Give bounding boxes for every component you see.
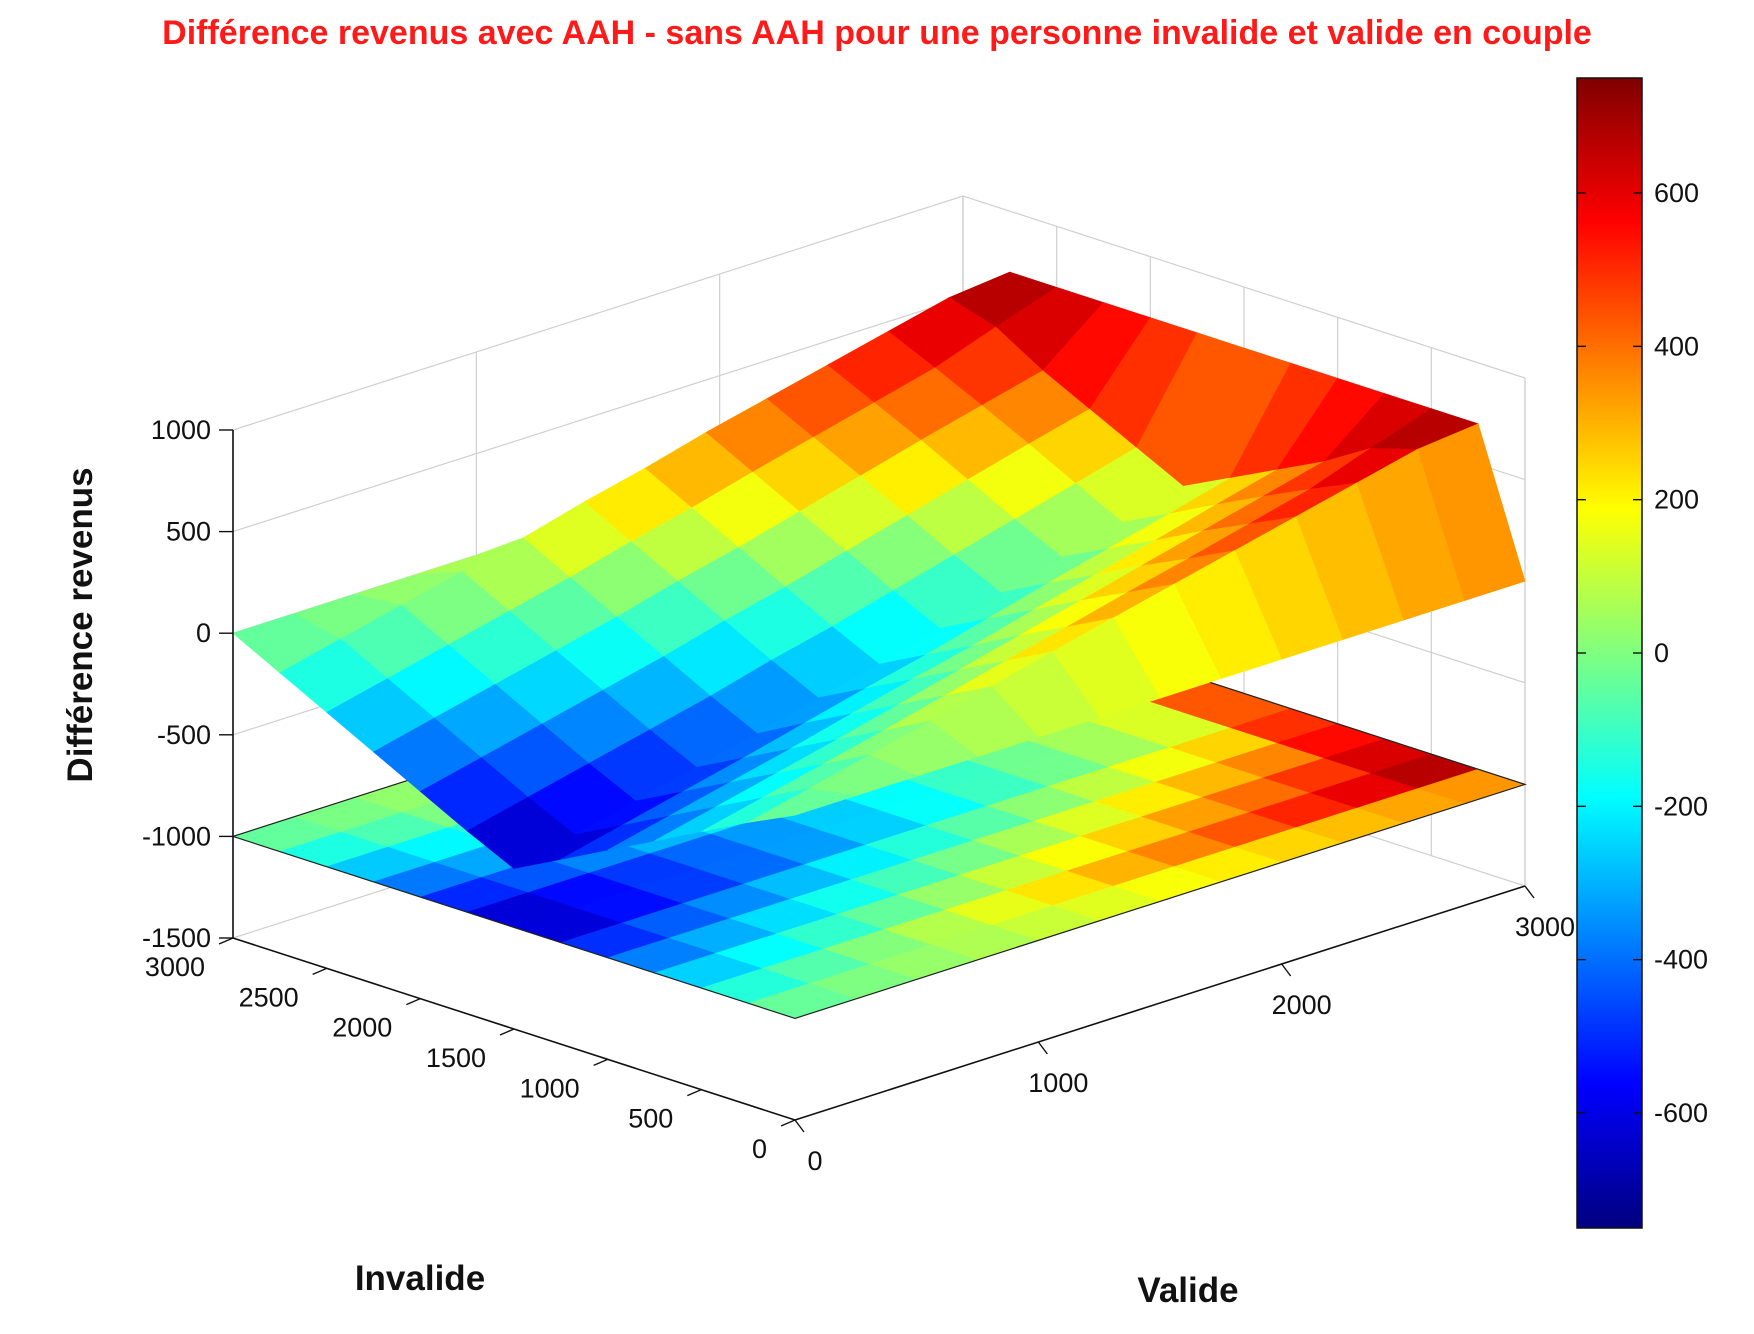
colorbar-ticks: -600 -400 -200 0 200 400 600 [1577, 178, 1708, 1128]
y-tick-mark [593, 1058, 608, 1066]
y-axis-label: Invalide [355, 1259, 485, 1298]
y-tick-label: 1000 [520, 1073, 580, 1103]
colorbar-tick-label: -600 [1654, 1098, 1708, 1128]
colorbar-tick-label: 200 [1654, 485, 1699, 515]
y-tick-label: 2000 [332, 1013, 392, 1043]
x-axis-line [794, 885, 1526, 1121]
x-tick-label: 2000 [1272, 990, 1332, 1020]
z-tick-label: 0 [196, 618, 211, 648]
x-tick-mark [1524, 885, 1535, 899]
y-tick-mark [218, 937, 234, 945]
colorbar-tick-label: 600 [1654, 178, 1699, 208]
z-tick-label: 1000 [151, 415, 211, 445]
y-tick-label: 3000 [145, 952, 205, 982]
x-tick-mark [794, 1119, 805, 1133]
x-tick-label: 0 [807, 1146, 822, 1176]
y-tick-mark [780, 1119, 796, 1127]
x-tick-mark [1037, 1041, 1048, 1055]
axis-ticks: 0100020003000050010001500200025003000-15… [142, 415, 1575, 1176]
colorbar [1576, 77, 1643, 1229]
colorbar-tick-label: -200 [1654, 791, 1708, 821]
y-tick-label: 0 [752, 1134, 767, 1164]
y-tick-label: 500 [628, 1104, 673, 1134]
z-axis-label: Différence revenus [61, 467, 100, 782]
x-tick-label: 1000 [1028, 1068, 1088, 1098]
surface-mesh [232, 271, 1526, 869]
colorbar-tick-label: 0 [1654, 638, 1669, 668]
z-tick-label: -1500 [142, 923, 211, 953]
chart-title: Différence revenus avec AAH - sans AAH p… [162, 14, 1592, 52]
z-tick-label: 500 [166, 517, 211, 547]
x-tick-label: 3000 [1515, 912, 1575, 942]
y-tick-mark [687, 1089, 702, 1097]
x-tick-mark [1281, 963, 1292, 977]
y-tick-label: 1500 [426, 1043, 486, 1073]
z-tick-label: -500 [157, 720, 211, 750]
y-tick-label: 2500 [239, 982, 299, 1012]
colorbar-tick-label: -400 [1654, 945, 1708, 975]
x-axis-label: Valide [1137, 1271, 1238, 1310]
colorbar-tick-label: 400 [1654, 331, 1699, 361]
y-tick-mark [406, 998, 421, 1006]
y-tick-mark [499, 1028, 515, 1036]
z-tick-label: -1000 [142, 821, 211, 851]
surface-cell [748, 788, 856, 823]
y-tick-mark [312, 967, 327, 975]
